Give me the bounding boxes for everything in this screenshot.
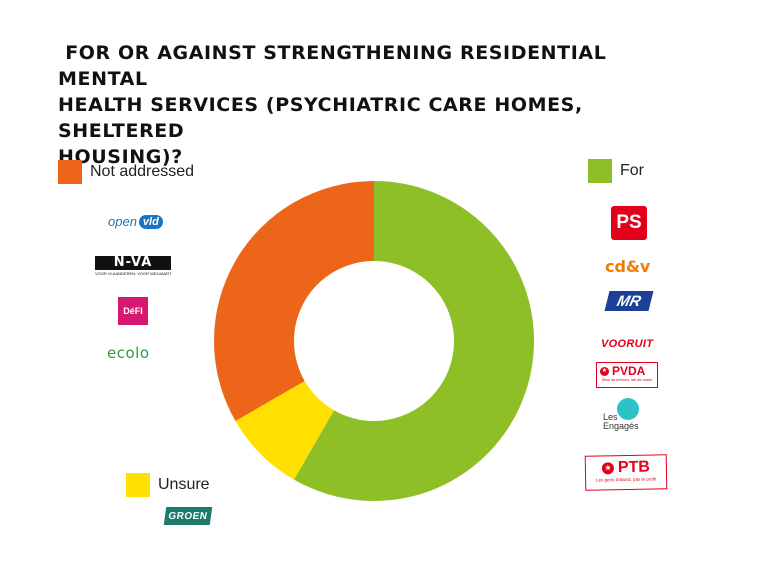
legend-swatch-unsure xyxy=(126,473,150,497)
cdv-logo: cd&v xyxy=(605,257,650,277)
legend-for: For xyxy=(588,159,644,183)
groen-logo-text: GROEN xyxy=(167,510,209,522)
pvda-logo-sub: Sterk als mensen, niet als macht xyxy=(601,378,653,382)
nva-logo-sub: VOOR VLAANDEREN. VOOR WELVAART xyxy=(95,271,172,276)
chart-title: FOR OR AGAINST STRENGTHENING RESIDENTIAL… xyxy=(58,42,607,168)
star-icon: ★ xyxy=(601,462,615,475)
mr-logo: MR xyxy=(604,291,654,311)
legend-label-unsure: Unsure xyxy=(158,476,210,493)
legend-unsure: Unsure xyxy=(126,473,210,497)
vooruit-logo-text: VOORUIT xyxy=(601,338,654,350)
slice-unsure xyxy=(235,381,334,480)
nva-logo: N-VA VOOR VLAANDEREN. VOOR WELVAART xyxy=(95,256,171,276)
openvld-logo: open vld xyxy=(108,214,163,229)
lesengages-logo-text-b: Engagés xyxy=(603,421,639,431)
pvda-logo: ★ PVDA Sterk als mensen, niet als macht xyxy=(596,362,658,388)
slice-for xyxy=(294,180,535,501)
openvld-logo-text-a: open xyxy=(108,214,137,229)
cdv-logo-text: cd&v xyxy=(605,257,651,276)
ptb-logo-text: PTB xyxy=(617,458,651,477)
lesengages-logo-text-a: Les xyxy=(603,412,618,422)
nva-logo-text: N-VA xyxy=(95,256,171,270)
groen-logo: GROEN xyxy=(163,507,213,525)
legend-label-for: For xyxy=(620,162,644,179)
defi-logo: DéFI xyxy=(118,297,148,325)
openvld-logo-text-b: vld xyxy=(138,214,163,229)
legend-not-addressed: Not addressed xyxy=(58,160,194,184)
legend-label-not-addressed: Not addressed xyxy=(90,163,195,180)
vooruit-logo: VOORUIT xyxy=(601,334,653,352)
pvda-logo-text: PVDA xyxy=(612,364,646,378)
mr-logo-text: MR xyxy=(615,292,643,310)
ps-logo-text: PS xyxy=(616,212,642,233)
slice-not-addressed xyxy=(214,181,374,421)
legend-swatch-for xyxy=(588,159,612,183)
ps-logo: PS xyxy=(611,206,647,240)
defi-logo-text: DéFI xyxy=(123,306,143,316)
ecolo-logo-text: ecolo xyxy=(107,344,150,362)
ptb-logo-sub: Les gens d'abord, pas le profit xyxy=(596,476,657,483)
ecolo-logo: ecolo xyxy=(107,344,150,363)
lesengages-logo: Les Engagés xyxy=(603,398,649,438)
legend-swatch-not-addressed xyxy=(58,160,82,184)
ptb-logo: ★ PTB Les gens d'abord, pas le profit xyxy=(584,454,668,491)
star-icon: ★ xyxy=(600,366,609,376)
lesengages-logo-mark xyxy=(617,398,639,420)
